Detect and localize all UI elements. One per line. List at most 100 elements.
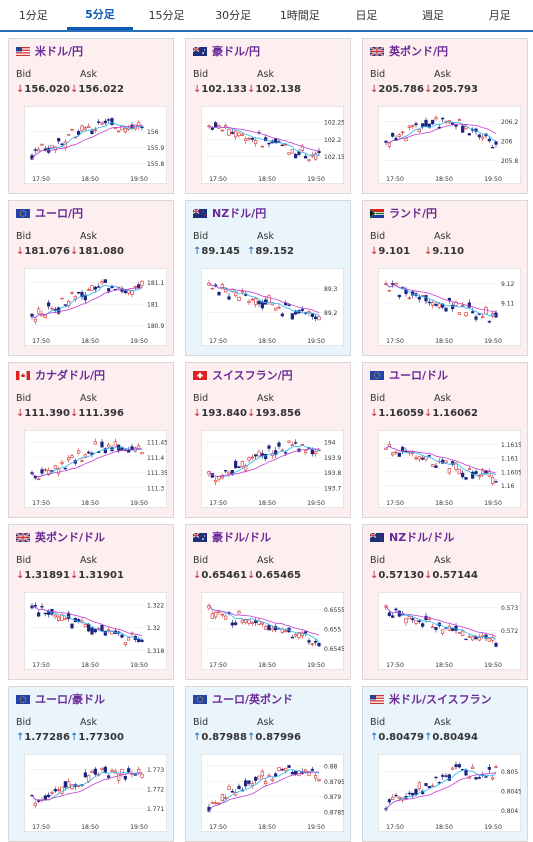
mini-candle-chart[interactable]: 9.12 9.11 17:50 18:50 19:50 [378,268,521,346]
pair-name[interactable]: NZドル/円 [212,207,267,220]
pair-name[interactable]: 豪ドル/円 [212,45,261,58]
pair-name[interactable]: 英ポンド/ドル [35,531,106,544]
timeframe-tabs: 1分足 5分足 15分足 30分足 1時間足 日足 週足 月足 [0,0,533,32]
card-header: 米ドル/スイスフラン [370,692,520,706]
arrow-down-icon: ↓ [70,408,79,419]
x-tick-label: 18:50 [81,176,99,183]
mini-candle-chart[interactable]: 0.805 0.8045 0.804 17:50 18:50 19:50 [378,754,521,832]
mini-candle-chart[interactable]: 194 193.9 193.8 193.7 17:50 18:50 19:50 [201,430,344,508]
pair-name[interactable]: 豪ドル/ドル [212,531,272,544]
pair-name[interactable]: ランド/円 [389,207,438,220]
candle [110,286,114,288]
tab-5[interactable]: 日足 [333,0,400,30]
pair-name[interactable]: 米ドル/円 [35,45,84,58]
rate-card[interactable]: ユーロ/円 Bid Ask ↓181.076 ↓181.080 181.1 181 180.9… [8,200,174,356]
candle [397,452,401,457]
y-tick-label: 0.879 [324,794,341,801]
mini-candle-chart[interactable]: 0.6555 0.655 0.6545 17:50 18:50 19:50 [201,592,344,670]
y-tick-label: 1.32 [147,625,161,632]
x-tick-label: 19:50 [130,824,148,831]
candle [387,799,391,803]
rate-card[interactable]: スイスフラン/円 Bid Ask ↓193.840 ↓193.856 194 193.9 19… [185,362,351,518]
ask-price: ↓156.022 [70,84,124,95]
candle [100,767,104,771]
candle [471,636,475,641]
ca-flag-icon [16,370,30,380]
mini-candle-chart[interactable]: 206.2 206 205.8 17:50 18:50 19:50 [378,106,521,184]
mini-candle-chart[interactable]: 0.573 0.572 17:50 18:50 19:50 [378,592,521,670]
rate-card[interactable]: カナダドル/円 Bid Ask ↓111.390 ↓111.396 111.45 111.4… [8,362,174,518]
candle [244,138,248,142]
rate-card[interactable]: ランド/円 Bid Ask ↓9.101 ↓9.110 9.12 9.11 17:50 18:5… [362,200,528,356]
rate-card[interactable]: ユーロ/豪ドル Bid Ask ↑1.77286 ↑1.77300 1.773 1.772 1… [8,686,174,842]
tab-3[interactable]: 30分足 [199,0,267,30]
rate-card[interactable]: 豪ドル/ドル Bid Ask ↓0.65461 ↓0.65465 0.6555 0.655 0… [185,524,351,680]
candle [391,615,395,618]
pair-name[interactable]: ユーロ/円 [35,207,84,220]
candle [304,769,308,772]
tab-7[interactable]: 月足 [466,0,533,30]
bid-label: Bid [370,393,386,404]
candle [484,776,488,778]
candle [491,146,495,149]
ask-label: Ask [434,555,451,566]
candle [461,125,465,133]
y-tick-label: 0.8785 [324,809,344,816]
candle [247,457,251,461]
tab-1[interactable]: 5分足 [66,0,134,30]
mini-candle-chart[interactable]: 111.45 111.4 111.35 111.3 17:50 18:50 19:50 [24,430,167,508]
candle [254,454,258,457]
pair-name[interactable]: ユーロ/豪ドル [35,693,106,706]
mini-candle-chart[interactable]: 102.25 102.2 102.15 17:50 18:50 19:50 [201,106,344,184]
y-tick-label: 1.318 [147,648,164,655]
candle [294,310,298,315]
candle [307,159,311,161]
rate-card[interactable]: 米ドル/円 Bid Ask ↓156.020 ↓156.022 156 155.9 155.8… [8,38,174,194]
mini-candle-chart[interactable]: 181.1 181 180.9 17:50 18:50 19:50 [24,268,167,346]
rate-card[interactable]: NZドル/円 Bid Ask ↑89.145 ↑89.152 89.3 89.2 17:50 1… [185,200,351,356]
mini-candle-chart[interactable]: 156 155.9 155.8 17:50 18:50 19:50 [24,106,167,184]
candle [217,291,221,296]
tab-0[interactable]: 1分足 [0,0,67,30]
arrow-down-icon: ↓ [370,570,379,581]
rate-card[interactable]: 米ドル/スイスフラン Bid Ask ↑0.80479 ↑0.80494 0.805 0.8… [362,686,528,842]
x-tick-label: 19:50 [307,500,325,507]
candle [491,777,495,780]
candle [487,321,491,323]
y-tick-label: 102.15 [324,154,344,161]
candle [267,775,271,777]
pair-name[interactable]: 英ポンド/円 [389,45,449,58]
rate-card[interactable]: 英ポンド/円 Bid Ask ↓205.786 ↓205.793 206.2 206 205.… [362,38,528,194]
mini-candle-chart[interactable]: 89.3 89.2 17:50 18:50 19:50 [201,268,344,346]
candle [80,125,84,131]
mini-candle-chart[interactable]: 1.1615 1.161 1.1605 1.16 17:50 18:50 19:50 [378,430,521,508]
bid-price: ↓205.786 [370,84,424,95]
candle [391,452,395,456]
uk-flag-icon [15,531,31,543]
ask-label: Ask [80,393,97,404]
pair-name[interactable]: ユーロ/英ポンド [212,693,294,706]
tab-2[interactable]: 15分足 [133,0,200,30]
rate-card[interactable]: 豪ドル/円 Bid Ask ↓102.133 ↓102.138 102.25 102.2 10… [185,38,351,194]
mini-candle-chart[interactable]: 1.322 1.32 1.318 17:50 18:50 19:50 [24,592,167,670]
arrow-up-icon: ↑ [193,732,202,743]
tab-4[interactable]: 1時間足 [266,0,334,30]
candle [37,478,41,481]
candle [60,297,64,300]
pair-name[interactable]: スイスフラン/円 [212,369,293,382]
mini-candle-chart[interactable]: 1.773 1.772 1.771 17:50 18:50 19:50 [24,754,167,832]
tab-6[interactable]: 週足 [399,0,467,30]
rate-card[interactable]: ユーロ/ドル Bid Ask ↓1.16059 ↓1.16062 1.1615 1.161 1… [362,362,528,518]
rate-card[interactable]: ユーロ/英ポンド Bid Ask ↑0.87988 ↑0.87996 0.88 0.8795… [185,686,351,842]
rate-card[interactable]: 英ポンド/ドル Bid Ask ↓1.31891 ↓1.31901 1.322 1.32 1.… [8,524,174,680]
pair-name[interactable]: カナダドル/円 [35,369,106,382]
candle [457,764,461,768]
ask-price: ↓102.138 [247,84,301,95]
pair-name[interactable]: 米ドル/スイスフラン [389,693,492,706]
mini-candle-chart[interactable]: 0.88 0.8795 0.879 0.8785 17:50 18:50 19:50 [201,754,344,832]
pair-name[interactable]: ユーロ/ドル [389,369,449,382]
rate-card[interactable]: NZドル/ドル Bid Ask ↓0.57130 ↓0.57144 0.573 0.572 1… [362,524,528,680]
candle [240,461,244,467]
pair-name[interactable]: NZドル/ドル [389,531,455,544]
y-tick-label: 155.8 [147,161,164,168]
